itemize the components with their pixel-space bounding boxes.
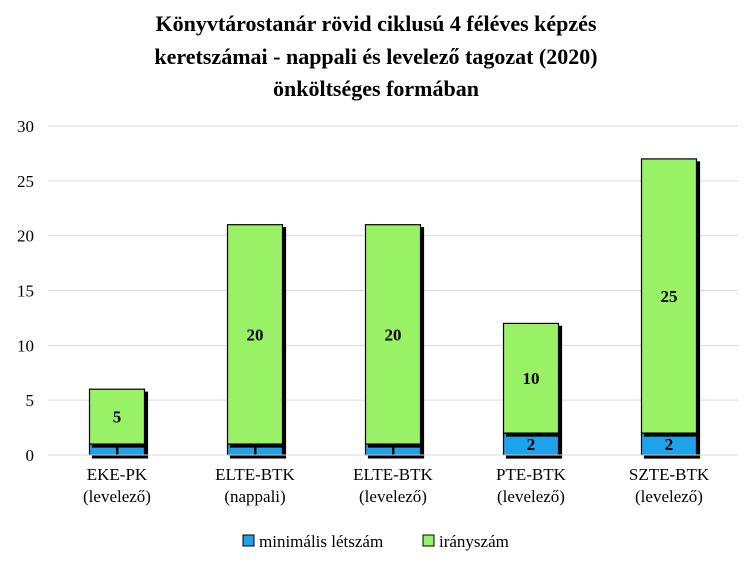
category-label: ELTE-BTK xyxy=(353,465,433,484)
data-label: 1 xyxy=(251,441,260,460)
category-label: PTE-BTK xyxy=(496,465,567,484)
data-label: 20 xyxy=(247,325,264,344)
chart-title-line: Könyvtárostanár rövid ciklusú 4 féléves … xyxy=(155,11,596,36)
category-label: (levelező) xyxy=(497,487,565,506)
y-axis-ticks: 0 5 10 15 20 25 30 xyxy=(17,117,34,465)
bars: 1 5 1 20 1 20 2 10 2 25 xyxy=(88,158,698,460)
data-label: 1 xyxy=(113,441,122,460)
chart-title: Könyvtárostanár rövid ciklusú 4 féléves … xyxy=(154,11,597,101)
category-label: (levelező) xyxy=(359,487,427,506)
category-label: (levelező) xyxy=(83,487,151,506)
category-label: EKE-PK xyxy=(87,465,148,484)
data-label: 20 xyxy=(385,325,402,344)
data-label: 1 xyxy=(389,441,398,460)
legend-swatch xyxy=(242,534,255,547)
bar-segment xyxy=(364,224,422,445)
y-tick-label: 0 xyxy=(26,446,35,465)
chart-title-line: keretszámai - nappali és levelező tagoza… xyxy=(154,44,597,69)
legend: minimális létszám irányszám xyxy=(242,532,509,551)
y-tick-label: 15 xyxy=(17,282,34,301)
category-labels: EKE-PK (levelező) ELTE-BTK (nappali) ELTE-BT… xyxy=(83,465,710,506)
legend-label: irányszám xyxy=(439,532,509,551)
data-label: 10 xyxy=(523,369,540,388)
category-label: (levelező) xyxy=(635,487,703,506)
category-label: SZTE-BTK xyxy=(629,465,710,484)
bar-segment xyxy=(502,322,560,434)
category-label: ELTE-BTK xyxy=(215,465,295,484)
y-tick-label: 25 xyxy=(17,172,34,191)
category-label: (nappali) xyxy=(224,487,285,506)
bar-segment xyxy=(226,224,284,445)
y-tick-label: 30 xyxy=(17,117,34,136)
legend-label: minimális létszám xyxy=(259,532,383,551)
data-label: 5 xyxy=(113,408,122,427)
bar-segment xyxy=(88,388,146,445)
y-tick-label: 10 xyxy=(17,336,34,355)
y-tick-label: 20 xyxy=(17,227,34,246)
data-label: 2 xyxy=(665,435,674,454)
y-tick-label: 5 xyxy=(26,391,35,410)
data-label: 2 xyxy=(527,435,536,454)
data-label: 25 xyxy=(661,287,678,306)
legend-swatch xyxy=(422,534,435,547)
bar-segment xyxy=(640,158,698,434)
chart-title-line: önköltséges formában xyxy=(273,76,479,101)
